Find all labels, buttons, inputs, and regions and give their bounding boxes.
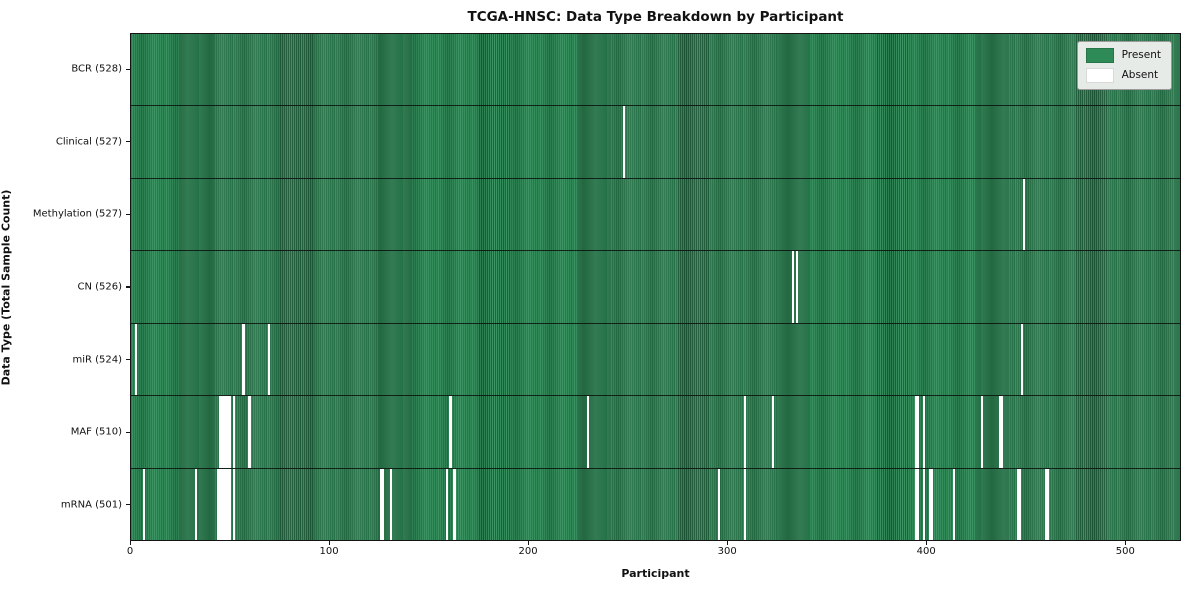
absent-marker: [998, 396, 1001, 468]
present-swatch-icon: [1085, 48, 1114, 63]
heatmap-row-clinical: [131, 106, 1180, 179]
absent-marker: [220, 468, 223, 540]
legend-label-present: Present: [1121, 49, 1161, 61]
absent-marker: [923, 396, 926, 468]
absent-marker: [226, 468, 229, 540]
y-tick-label: BCR (528): [71, 63, 122, 75]
x-tick-label: 500: [1115, 546, 1135, 557]
absent-marker: [232, 468, 235, 540]
legend-entry-present: Present: [1085, 48, 1161, 63]
x-tick-mark: [1125, 541, 1127, 545]
absent-marker: [224, 468, 227, 540]
chart-title: TCGA-HNSC: Data Type Breakdown by Partic…: [467, 9, 844, 25]
x-tick-mark: [130, 541, 132, 545]
y-tick-mark: [126, 286, 130, 288]
absent-marker: [218, 468, 221, 540]
y-tick-label: CN (526): [77, 281, 122, 293]
absent-marker: [222, 396, 225, 468]
x-tick-mark: [329, 541, 331, 545]
absent-marker: [224, 396, 227, 468]
absent-marker: [218, 396, 221, 468]
y-tick-mark: [126, 431, 130, 433]
absent-marker: [917, 396, 920, 468]
heatmap-row-maf: [131, 396, 1180, 469]
absent-marker: [1020, 323, 1023, 396]
heatmap-row-mir: [131, 323, 1180, 397]
absent-marker: [915, 468, 918, 540]
absent-marker: [1018, 468, 1021, 540]
y-tick-mark: [126, 141, 130, 143]
absent-marker: [389, 468, 392, 540]
absent-marker: [232, 396, 235, 468]
y-tick-mark: [126, 68, 130, 70]
y-tick-mark: [126, 504, 130, 506]
absent-marker: [248, 396, 251, 468]
absent-marker: [791, 251, 794, 323]
x-tick-label: 100: [319, 546, 339, 557]
absent-marker: [917, 468, 920, 540]
absent-marker: [142, 468, 146, 540]
absent-marker: [194, 468, 197, 540]
absent-marker: [771, 396, 775, 468]
absent-marker: [216, 468, 219, 540]
x-tick-mark: [528, 541, 530, 545]
heatmap-row-bcr: [131, 34, 1180, 107]
absent-marker: [268, 323, 271, 396]
x-tick-label: 300: [717, 546, 737, 557]
absent-marker: [931, 468, 934, 540]
absent-marker: [744, 468, 747, 540]
absent-marker: [1000, 396, 1003, 468]
absent-marker: [1044, 468, 1047, 540]
absent-marker: [1046, 468, 1049, 540]
y-tick-label: Clinical (527): [55, 136, 122, 148]
absent-marker: [381, 468, 384, 540]
heatmap-row-methylation: [131, 178, 1180, 252]
absent-marker: [1022, 178, 1025, 251]
x-tick-mark: [727, 541, 729, 545]
absent-marker: [795, 251, 798, 323]
absent-marker: [1016, 468, 1019, 540]
x-tick-label: 0: [126, 546, 134, 557]
y-tick-label: mRNA (501): [60, 499, 122, 511]
absent-marker: [923, 468, 926, 540]
y-tick-label: MAF (510): [70, 426, 122, 438]
legend-label-absent: Absent: [1121, 69, 1159, 81]
legend: Present Absent: [1076, 41, 1172, 90]
y-tick-label: Methylation (527): [32, 208, 122, 220]
y-tick-mark: [126, 359, 130, 361]
heatmap-plot-area: Present Absent: [130, 33, 1181, 541]
absent-marker: [453, 468, 456, 540]
absent-marker: [953, 468, 956, 540]
absent-marker: [718, 468, 721, 540]
x-tick-label: 200: [518, 546, 538, 557]
absent-marker: [134, 323, 138, 396]
absent-marker: [622, 106, 625, 178]
x-tick-mark: [926, 541, 928, 545]
absent-marker: [586, 396, 589, 468]
absent-marker: [744, 396, 747, 468]
absent-marker: [228, 468, 231, 540]
absent-marker: [379, 468, 382, 540]
heatmap-row-cn: [131, 251, 1180, 324]
absent-marker: [220, 396, 223, 468]
absent-marker: [929, 468, 932, 540]
absent-marker: [222, 468, 225, 540]
y-tick-label: miR (524): [72, 354, 122, 366]
absent-marker: [226, 396, 229, 468]
x-axis-label: Participant: [621, 567, 690, 580]
absent-marker: [445, 468, 448, 540]
absent-marker: [242, 323, 245, 396]
legend-entry-absent: Absent: [1085, 68, 1161, 83]
absent-swatch-icon: [1085, 68, 1114, 83]
heatmap-row-mrna: [131, 468, 1180, 540]
x-tick-label: 400: [916, 546, 936, 557]
absent-marker: [228, 396, 231, 468]
y-tick-mark: [126, 213, 130, 215]
absent-marker: [449, 396, 452, 468]
absent-marker: [915, 396, 918, 468]
absent-marker: [980, 396, 984, 468]
